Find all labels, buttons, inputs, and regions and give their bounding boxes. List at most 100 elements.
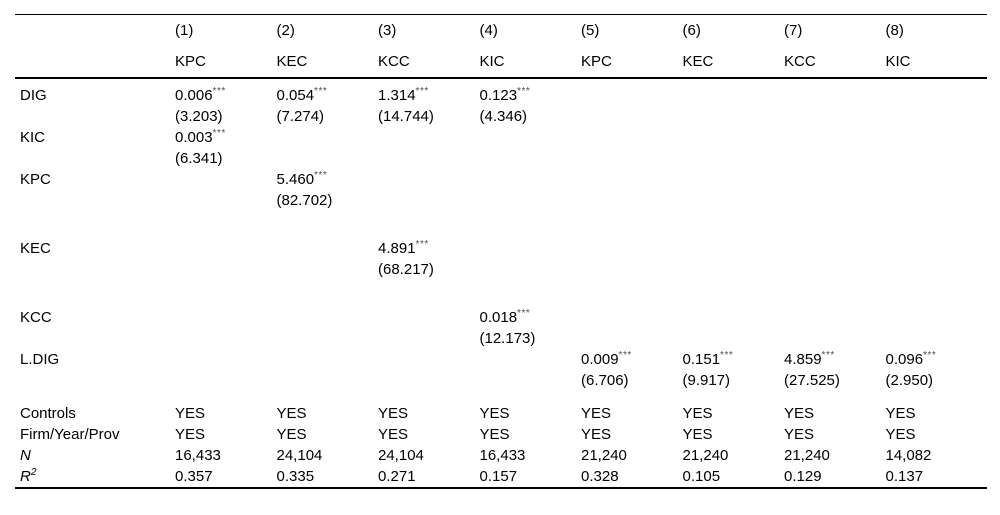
coef-cell xyxy=(784,169,886,190)
regression-table: (1) (2) (3) (4) (5) (6) (7) (8) KPC KEC … xyxy=(15,14,987,489)
column-model: KIC xyxy=(885,53,911,70)
significance-stars: *** xyxy=(517,308,531,319)
coef-cell xyxy=(886,238,988,259)
coef-cell xyxy=(784,238,886,259)
table-body: DIG 0.006*** 0.054*** 1.314*** 0.123*** … xyxy=(15,78,987,488)
stat-cell: 0.129 xyxy=(784,468,822,485)
row-label-empty xyxy=(15,328,175,349)
tstat-cell xyxy=(581,148,683,169)
coef-cell: 0.018*** xyxy=(479,308,531,327)
coef-cell xyxy=(886,307,988,328)
tstat-cell xyxy=(480,190,582,211)
tstat-cell xyxy=(784,106,886,127)
tstat-cell xyxy=(784,190,886,211)
tstat-cell xyxy=(886,328,988,349)
tstat-cell xyxy=(784,259,886,280)
row-label: Controls xyxy=(20,405,76,422)
tstat-cell xyxy=(683,190,785,211)
tstat-cell xyxy=(378,148,480,169)
coef-cell xyxy=(581,127,683,148)
column-number: (5) xyxy=(581,22,600,39)
small-gap-row xyxy=(15,391,987,403)
tstat-cell: (68.217) xyxy=(378,261,434,278)
coef-cell xyxy=(683,78,785,106)
significance-stars: *** xyxy=(415,239,429,250)
coef-cell xyxy=(784,78,886,106)
coef-cell: 0.006*** xyxy=(175,86,226,105)
coef-row-dig: DIG 0.006*** 0.054*** 1.314*** 0.123*** xyxy=(15,78,987,106)
significance-stars: *** xyxy=(212,86,226,97)
row-label-empty xyxy=(15,259,175,280)
coef-cell xyxy=(480,349,582,370)
row-label: KPC xyxy=(20,171,51,188)
tstat-cell: (2.950) xyxy=(885,372,934,389)
coef-cell: 0.003*** xyxy=(175,128,226,147)
superscript-two: 2 xyxy=(30,467,37,478)
stat-cell: YES xyxy=(581,405,612,422)
coef-cell xyxy=(175,349,277,370)
column-model: KCC xyxy=(378,53,410,70)
stat-cell: 0.157 xyxy=(479,468,518,485)
stat-cell: 0.335 xyxy=(276,468,315,485)
stat-cell: YES xyxy=(479,426,510,443)
coef-cell xyxy=(480,169,582,190)
coef-cell xyxy=(581,307,683,328)
stat-row-r-squared: R2 0.357 0.335 0.271 0.157 0.328 0.105 0… xyxy=(15,466,987,488)
coef-cell xyxy=(683,169,785,190)
column-number: (6) xyxy=(682,22,701,39)
stat-cell: YES xyxy=(784,405,815,422)
tstat-cell xyxy=(784,148,886,169)
coef-cell: 0.054*** xyxy=(276,86,328,105)
tstat-cell: (6.341) xyxy=(175,150,223,167)
coef-row-kpc: KPC 5.460*** xyxy=(15,169,987,190)
column-number: (4) xyxy=(479,22,498,39)
coef-cell: 0.151*** xyxy=(682,350,734,369)
coef-cell: 0.123*** xyxy=(479,86,531,105)
tstat-cell xyxy=(581,259,683,280)
coef-cell xyxy=(784,127,886,148)
coef-cell xyxy=(784,307,886,328)
tstat-cell: (4.346) xyxy=(479,108,528,125)
significance-stars: *** xyxy=(314,170,328,181)
coef-cell: 0.096*** xyxy=(885,350,937,369)
stat-cell: YES xyxy=(276,405,307,422)
tstat-cell: (27.525) xyxy=(784,372,840,389)
row-label: KCC xyxy=(20,309,52,326)
tstat-cell xyxy=(683,328,785,349)
tstat-cell: (3.203) xyxy=(175,108,223,125)
coef-cell xyxy=(277,127,379,148)
stat-cell: 21,240 xyxy=(581,447,627,464)
coef-row-ldig: L.DIG 0.009*** 0.151*** 4.859*** 0.096**… xyxy=(15,349,987,370)
coef-cell xyxy=(480,127,582,148)
tstat-cell xyxy=(480,148,582,169)
header-empty-cell xyxy=(15,46,175,78)
tstat-cell xyxy=(277,259,379,280)
stat-cell: YES xyxy=(885,426,916,443)
coef-cell xyxy=(175,307,277,328)
tstat-row-ldig: (6.706) (9.917) (27.525) (2.950) xyxy=(15,370,987,391)
stat-cell: YES xyxy=(175,426,206,443)
coef-row-kec: KEC 4.891*** xyxy=(15,238,987,259)
tstat-row-kic: (6.341) xyxy=(15,148,987,169)
coef-cell xyxy=(683,127,785,148)
coef-cell: 4.891*** xyxy=(378,239,429,258)
coef-cell xyxy=(378,307,480,328)
table-header: (1) (2) (3) (4) (5) (6) (7) (8) KPC KEC … xyxy=(15,15,987,78)
tstat-cell xyxy=(683,148,785,169)
stat-cell: 24,104 xyxy=(378,447,424,464)
stat-cell: 0.105 xyxy=(682,468,721,485)
coef-cell: 1.314*** xyxy=(378,86,429,105)
stat-cell: YES xyxy=(682,405,713,422)
coef-cell: 0.009*** xyxy=(581,350,632,369)
spacer-row xyxy=(15,211,987,238)
coef-cell xyxy=(480,238,582,259)
tstat-cell: (9.917) xyxy=(682,372,731,389)
tstat-cell xyxy=(277,148,379,169)
row-label: KEC xyxy=(20,240,51,257)
header-row-models: KPC KEC KCC KIC KPC KEC KCC KIC xyxy=(15,46,987,78)
coef-cell: 4.859*** xyxy=(784,350,835,369)
tstat-cell xyxy=(480,370,582,391)
stat-cell: YES xyxy=(276,426,307,443)
tstat-cell xyxy=(886,148,988,169)
coef-row-kic: KIC 0.003*** xyxy=(15,127,987,148)
